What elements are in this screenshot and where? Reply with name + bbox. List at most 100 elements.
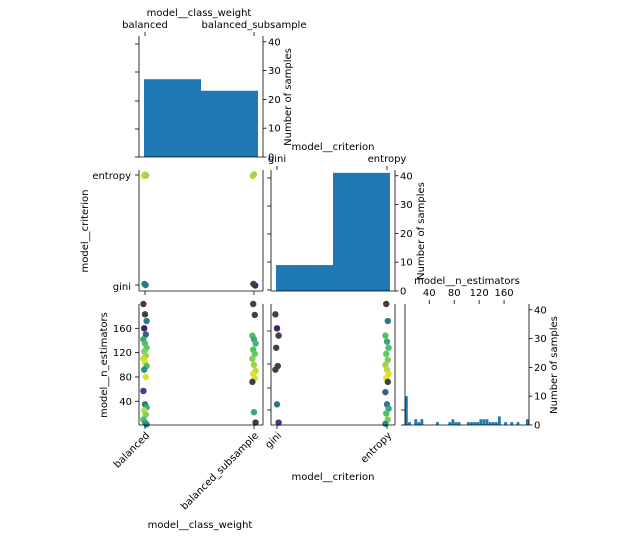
scatter-n-estimators-class-weight-ticks: 40 80 120 160 balanced balanced_subsample (112, 324, 261, 513)
scatter-class-weight-xlabel: model__class_weight (148, 520, 253, 531)
hist-bar (482, 419, 486, 425)
scatter-point (249, 378, 256, 386)
hist-bar (333, 172, 390, 291)
ytick-label: 0 (400, 287, 406, 298)
scatter-criterion-ylabel: model__criterion (80, 190, 91, 273)
scatter-point (383, 300, 390, 308)
ytick-label: 40 (534, 305, 547, 316)
scatter-point (252, 419, 259, 426)
scatter-criterion-ticks (135, 174, 255, 295)
hist-bar (408, 422, 411, 425)
scatter-point (384, 317, 391, 325)
ytick-label: 10 (400, 258, 413, 269)
hist-criterion-xtick-entropy: entropy (368, 154, 407, 165)
ytick-label: 20 (534, 363, 547, 374)
ytick-label: 80 (119, 372, 132, 383)
ytick-label: 30 (400, 200, 413, 211)
scatter-point (383, 338, 391, 345)
hist-bar (414, 419, 418, 425)
hist-bar (498, 416, 501, 425)
scatter-point (143, 172, 150, 179)
scatter-point (143, 317, 150, 325)
hist-bar (436, 422, 439, 425)
scatter-point (141, 311, 149, 318)
hist-bar (491, 422, 495, 425)
scatter-point (142, 281, 149, 289)
scatter-point (140, 387, 147, 395)
scatter-point (275, 419, 282, 426)
scatter-point (383, 350, 390, 358)
scatter-point (142, 331, 149, 338)
hist-bar (516, 422, 520, 425)
scatter-criterion-ytick-entropy: entropy (92, 171, 131, 182)
scatter-point (142, 411, 149, 418)
xtick-label: 80 (448, 288, 461, 299)
hist-class-weight-xtick-1: balanced_subsample (202, 20, 307, 31)
ytick-label: 30 (534, 334, 547, 345)
scatter-point (142, 373, 149, 381)
hist-bar (417, 422, 421, 425)
ytick-label: 40 (119, 397, 132, 408)
ytick-label: 20 (400, 229, 413, 240)
hist-bar (510, 422, 514, 425)
hist-n-estimators-title: model__n_estimators (414, 276, 520, 287)
scatter-criterion-ytick-gini: gini (113, 282, 131, 293)
xtick-label: entropy (359, 430, 394, 465)
scatter-point (251, 311, 258, 319)
hist-bar (420, 419, 424, 425)
hist-bar (467, 422, 470, 425)
scatter-point (273, 344, 280, 351)
scatter-point (382, 332, 389, 339)
xtick-label: gini (263, 430, 284, 451)
scatter-point (384, 378, 391, 386)
hist-criterion-title: model__criterion (292, 142, 375, 153)
xtick-label: 40 (423, 288, 436, 299)
scatter-n-estimators-criterion-ticks: gini entropy (263, 330, 394, 465)
hist-n-estimators-bars (405, 396, 529, 425)
xtick-label: 160 (495, 288, 514, 299)
hist-bar (485, 419, 489, 425)
xtick-label: 120 (470, 288, 489, 299)
hist-bar (405, 396, 408, 425)
scatter-point (252, 340, 259, 347)
hist-class-weight-ticks: 0 10 20 30 40 (135, 32, 281, 164)
scatter-point (382, 420, 389, 427)
ytick-label: 40 (400, 171, 413, 182)
scatter-point (143, 421, 150, 428)
ytick-label: 160 (113, 324, 132, 335)
hist-criterion-ticks: 0 10 20 30 40 (267, 166, 413, 298)
scatter-point (141, 366, 148, 373)
ytick-label: 0 (268, 153, 274, 164)
hist-bar (525, 419, 529, 425)
ytick-label: 0 (534, 421, 540, 432)
scatter-point (385, 344, 392, 351)
hist-class-weight-panel: 0 10 20 30 40 model__class_weight balanced b… (122, 8, 306, 164)
scatter-point (383, 410, 390, 417)
scatter-criterion-xlabel: model__criterion (292, 472, 375, 483)
hist-criterion-bars (276, 172, 390, 291)
ytick-label: 30 (268, 66, 281, 77)
scatter-point (251, 350, 258, 358)
hist-n-estimators-ylabel: Number of samples (549, 316, 560, 414)
scatter-point (275, 332, 282, 339)
hist-n-estimators-ticks: 0 10 20 30 40 40 80 120 160 (401, 288, 547, 432)
scatter-point (382, 361, 389, 369)
ytick-label: 120 (113, 348, 132, 359)
scatter-point (250, 171, 258, 178)
scatter-point (249, 355, 256, 362)
ytick-label: 20 (268, 95, 281, 106)
xtick-label: balanced (112, 430, 152, 470)
scatter-point (141, 325, 148, 332)
scatter-criterion-panel: entropy gini model__criterion (80, 170, 264, 295)
scatter-point (273, 401, 281, 408)
hist-criterion-xtick-gini: gini (268, 154, 286, 165)
scatter-n-estimators-criterion-points (272, 300, 392, 427)
scatter-n-estimators-class-weight-panel: 40 80 120 160 balanced balanced_subsample mod… (99, 300, 264, 531)
scatter-point (272, 366, 279, 373)
hist-bar (470, 422, 473, 425)
hist-bar (494, 422, 498, 425)
scatter-point (384, 356, 391, 364)
xtick-label: balanced_subsample (179, 430, 261, 512)
scatter-point (140, 300, 147, 308)
